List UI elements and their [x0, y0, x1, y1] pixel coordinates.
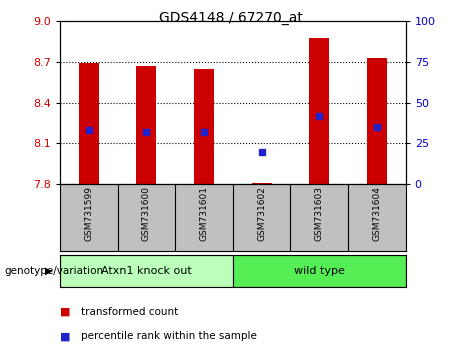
Bar	[233, 255, 406, 287]
Text: GSM731603: GSM731603	[315, 186, 324, 241]
Text: GSM731599: GSM731599	[84, 186, 93, 241]
Text: GSM731600: GSM731600	[142, 186, 151, 241]
Bar	[194, 69, 214, 184]
Text: genotype/variation: genotype/variation	[5, 266, 104, 276]
Text: Atxn1 knock out: Atxn1 knock out	[101, 266, 192, 276]
Text: transformed count: transformed count	[81, 307, 178, 316]
Text: GDS4148 / 67270_at: GDS4148 / 67270_at	[159, 11, 302, 25]
Text: wild type: wild type	[294, 266, 345, 276]
Text: GSM731604: GSM731604	[372, 186, 381, 241]
Bar	[79, 63, 99, 184]
Text: GSM731602: GSM731602	[257, 186, 266, 241]
Text: percentile rank within the sample: percentile rank within the sample	[81, 331, 257, 341]
Bar	[309, 38, 329, 184]
Text: GSM731601: GSM731601	[200, 186, 208, 241]
Bar	[367, 58, 387, 184]
Text: ▶: ▶	[45, 266, 52, 276]
Bar	[252, 183, 272, 184]
Text: ■: ■	[60, 307, 71, 316]
Text: ■: ■	[60, 331, 71, 341]
Bar	[136, 66, 156, 184]
Bar	[60, 255, 233, 287]
